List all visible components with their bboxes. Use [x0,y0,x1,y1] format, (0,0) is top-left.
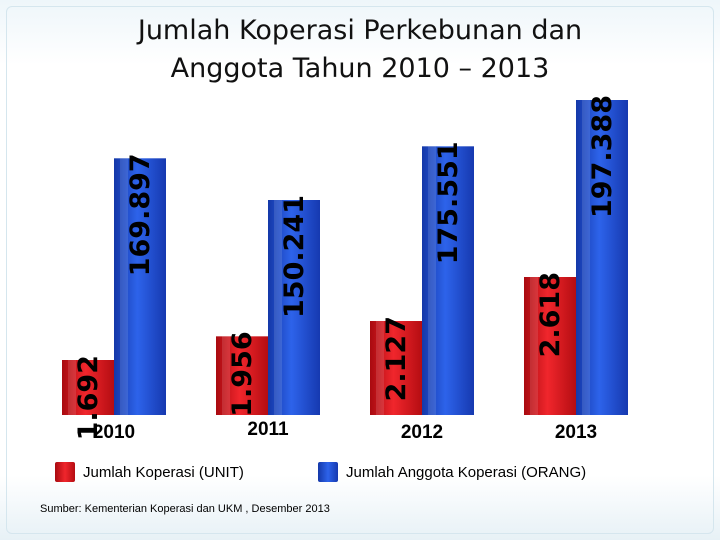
legend-swatch-red [55,462,75,482]
bar-koperasi-2010 [62,360,114,415]
source-note: Sumber: Kementerian Koperasi dan UKM , D… [40,503,330,515]
data-label-anggota-2011: 150.241 [279,195,310,318]
bar-anggota-2013 [576,100,628,415]
category-label-2013: 2013 [555,422,597,443]
legend-label-anggota: Jumlah Anggota Koperasi (ORANG) [346,463,587,481]
legend-koperasi: Jumlah Koperasi (UNIT) [55,462,244,482]
bar-highlight [222,336,230,415]
bar-highlight [530,277,538,415]
title-line-1: Jumlah Koperasi Perkebunan dan [137,15,583,46]
chart-title: Jumlah Koperasi Perkebunan dan Anggota T… [0,12,720,88]
bar-koperasi-2013 [524,277,576,415]
bar-highlight [428,146,436,415]
category-label-2012: 2012 [401,422,443,443]
data-label-koperasi-2010: 1.692 [73,355,104,440]
bar-highlight [376,321,384,415]
data-label-koperasi-2011: 1.956 [227,331,258,416]
data-label-koperasi-2012: 2.127 [381,316,412,401]
bar-highlight [582,100,590,415]
data-label-koperasi-2013: 2.618 [535,272,566,357]
legend-swatch-blue [318,462,338,482]
bar-highlight [120,158,128,415]
category-label-2011: 2011 [247,419,289,440]
data-label-anggota-2010: 169.897 [125,153,156,276]
bar-anggota-2012 [422,146,474,415]
bar-koperasi-2012 [370,321,422,415]
bar-anggota-2010 [114,158,166,415]
category-label-2010: 2010 [93,422,135,443]
bar-highlight [68,360,76,415]
bar-anggota-2011 [268,200,320,415]
data-label-anggota-2012: 175.551 [433,141,464,264]
legend-anggota: Jumlah Anggota Koperasi (ORANG) [318,462,586,482]
title-line-2: Anggota Tahun 2010 – 2013 [170,53,550,84]
data-label-anggota-2013: 197.388 [587,95,618,218]
legend-label-koperasi: Jumlah Koperasi (UNIT) [83,463,244,481]
bar-highlight [274,200,282,415]
bar-koperasi-2011 [216,336,268,415]
